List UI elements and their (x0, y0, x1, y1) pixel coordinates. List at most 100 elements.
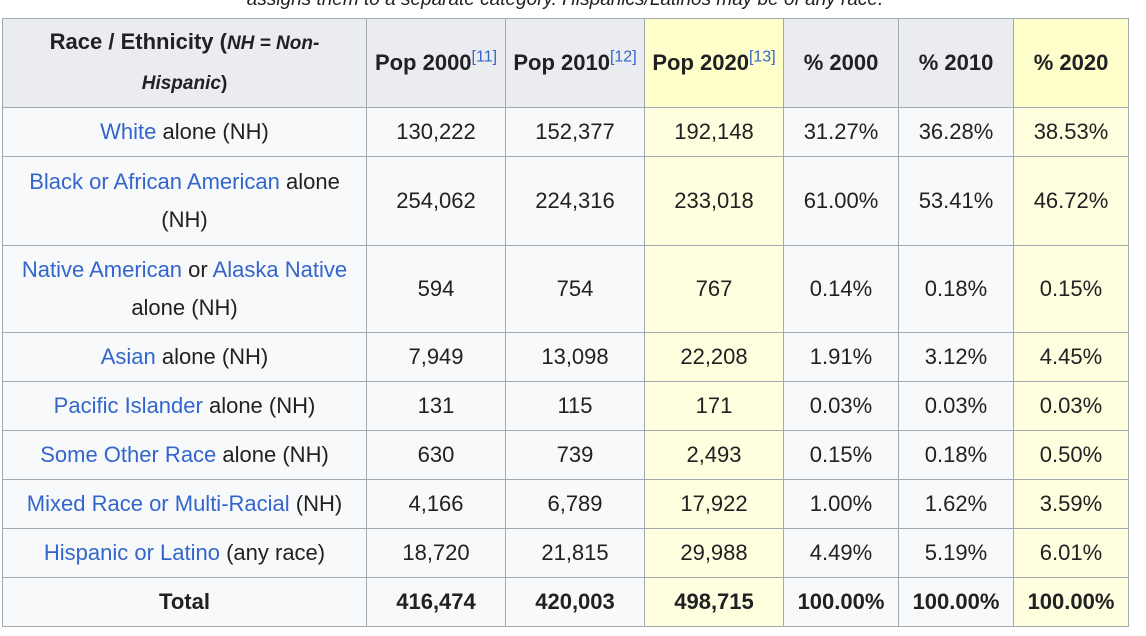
pop2000-cell: 254,062 (366, 156, 506, 246)
race-link[interactable]: Pacific Islander (53, 393, 203, 418)
race-link[interactable]: Alaska Native (212, 257, 348, 282)
pct2020-cell: 6.01% (1013, 528, 1129, 578)
total-pop2010: 420,003 (505, 577, 645, 627)
pop2000-cell: 630 (366, 430, 506, 480)
demographics-table: Race / Ethnicity (NH = Non-Hispanic) Pop… (2, 18, 1129, 627)
race-link[interactable]: Mixed Race or Multi-Racial (26, 491, 290, 516)
pct2010-cell: 1.62% (898, 479, 1014, 529)
table-caption: assigns them to a separate category. His… (0, 0, 1130, 11)
total-pct2020: 100.00% (1013, 577, 1129, 627)
race-link[interactable]: Native American (21, 257, 183, 282)
pct2020-cell: 4.45% (1013, 332, 1129, 382)
pct2010-cell: 36.28% (898, 107, 1014, 157)
pop2020-cell: 192,148 (644, 107, 784, 157)
table-row: Some Other Race alone (NH) 630 739 2,493 0.1… (2, 430, 1129, 480)
total-pop2020: 498,715 (644, 577, 784, 627)
race-cell: Black or African American alone (NH) (2, 156, 367, 246)
total-label: Total (2, 577, 367, 627)
pct2020-cell: 0.15% (1013, 245, 1129, 333)
race-cell: Asian alone (NH) (2, 332, 367, 382)
pop2000-cell: 18,720 (366, 528, 506, 578)
pop2000-cell: 4,166 (366, 479, 506, 529)
table-row: Mixed Race or Multi-Racial (NH) 4,166 6,78… (2, 479, 1129, 529)
race-qualifier: alone (NH) (156, 119, 269, 144)
table-row: Native American or Alaska Native alone (… (2, 245, 1129, 333)
ref-11-link[interactable]: [11] (471, 48, 498, 66)
pop2010-cell: 152,377 (505, 107, 645, 157)
race-qualifier: (NH) (289, 491, 343, 516)
total-pop2000: 416,474 (366, 577, 506, 627)
race-qualifier: alone (NH) (216, 442, 329, 467)
table-row: Hispanic or Latino (any race) 18,720 21,81… (2, 528, 1129, 578)
header-race[interactable]: Race / Ethnicity (NH = Non-Hispanic) (2, 18, 367, 108)
pct2000-cell: 1.91% (783, 332, 899, 382)
race-cell: Hispanic or Latino (any race) (2, 528, 367, 578)
ref-12-link[interactable]: [12] (609, 48, 637, 66)
ref-13-link[interactable]: [13] (748, 48, 776, 66)
race-cell: Mixed Race or Multi-Racial (NH) (2, 479, 367, 529)
pop2010-cell: 6,789 (505, 479, 645, 529)
pop2010-cell: 224,316 (505, 156, 645, 246)
pct2020-cell: 3.59% (1013, 479, 1129, 529)
pct2000-cell: 0.15% (783, 430, 899, 480)
pop2020-cell: 17,922 (644, 479, 784, 529)
race-qualifier: (any race) (219, 540, 326, 565)
race-link[interactable]: Some Other Race (40, 442, 217, 467)
header-pct2010[interactable]: % 2010 (898, 18, 1014, 108)
pop2010-cell: 739 (505, 430, 645, 480)
pop2020-cell: 233,018 (644, 156, 784, 246)
pop2000-cell: 130,222 (366, 107, 506, 157)
table-row: White alone (NH) 130,222 152,377 192,148 31.… (2, 107, 1129, 157)
total-row: Total 416,474 420,003 498,715 100.00% 10… (2, 577, 1129, 627)
pop2020-cell: 767 (644, 245, 784, 333)
pop2020-cell: 22,208 (644, 332, 784, 382)
header-pct2020[interactable]: % 2020 (1013, 18, 1129, 108)
race-link[interactable]: White (100, 119, 157, 144)
race-cell: Some Other Race alone (NH) (2, 430, 367, 480)
pct2020-cell: 0.50% (1013, 430, 1129, 480)
pct2020-cell: 46.72% (1013, 156, 1129, 246)
table-row: Pacific Islander alone (NH) 131 115 171 0.03… (2, 381, 1129, 431)
race-cell: Pacific Islander alone (NH) (2, 381, 367, 431)
race-qualifier: alone (NH) (202, 393, 316, 418)
pct2000-cell: 61.00% (783, 156, 899, 246)
total-pct2000: 100.00% (783, 577, 899, 627)
pct2010-cell: 3.12% (898, 332, 1014, 382)
race-link[interactable]: Hispanic or Latino (43, 540, 220, 565)
pop2000-cell: 7,949 (366, 332, 506, 382)
table-row: Black or African American alone (NH) 254,… (2, 156, 1129, 246)
header-pop2020[interactable]: Pop 2020[13] (644, 18, 784, 108)
pct2020-cell: 38.53% (1013, 107, 1129, 157)
race-qualifier: alone (NH) (131, 295, 238, 320)
total-pct2010: 100.00% (898, 577, 1014, 627)
race-link[interactable]: Asian (100, 344, 156, 369)
pct2010-cell: 53.41% (898, 156, 1014, 246)
pct2000-cell: 1.00% (783, 479, 899, 529)
header-row: Race / Ethnicity (NH = Non-Hispanic) Pop… (2, 18, 1129, 108)
pop2000-cell: 594 (366, 245, 506, 333)
pct2010-cell: 0.03% (898, 381, 1014, 431)
race-cell: Native American or Alaska Native alone (… (2, 245, 367, 333)
pop2020-cell: 29,988 (644, 528, 784, 578)
table-row: Asian alone (NH) 7,949 13,098 22,208 1.91% 3.… (2, 332, 1129, 382)
race-cell: White alone (NH) (2, 107, 367, 157)
pct2000-cell: 4.49% (783, 528, 899, 578)
pop2020-cell: 2,493 (644, 430, 784, 480)
pct2010-cell: 0.18% (898, 245, 1014, 333)
pct2000-cell: 31.27% (783, 107, 899, 157)
race-qualifier: alone (NH) (161, 169, 340, 232)
pop2010-cell: 115 (505, 381, 645, 431)
pct2010-cell: 0.18% (898, 430, 1014, 480)
pop2010-cell: 13,098 (505, 332, 645, 382)
pct2000-cell: 0.14% (783, 245, 899, 333)
header-pop2010[interactable]: Pop 2010[12] (505, 18, 645, 108)
pct2010-cell: 5.19% (898, 528, 1014, 578)
header-pct2000[interactable]: % 2000 (783, 18, 899, 108)
header-pop2000[interactable]: Pop 2000[11] (366, 18, 506, 108)
pop2010-cell: 21,815 (505, 528, 645, 578)
pop2000-cell: 131 (366, 381, 506, 431)
race-link[interactable]: Black or African American (29, 169, 280, 194)
pct2000-cell: 0.03% (783, 381, 899, 431)
race-qualifier: alone (NH) (155, 344, 269, 369)
pop2010-cell: 754 (505, 245, 645, 333)
